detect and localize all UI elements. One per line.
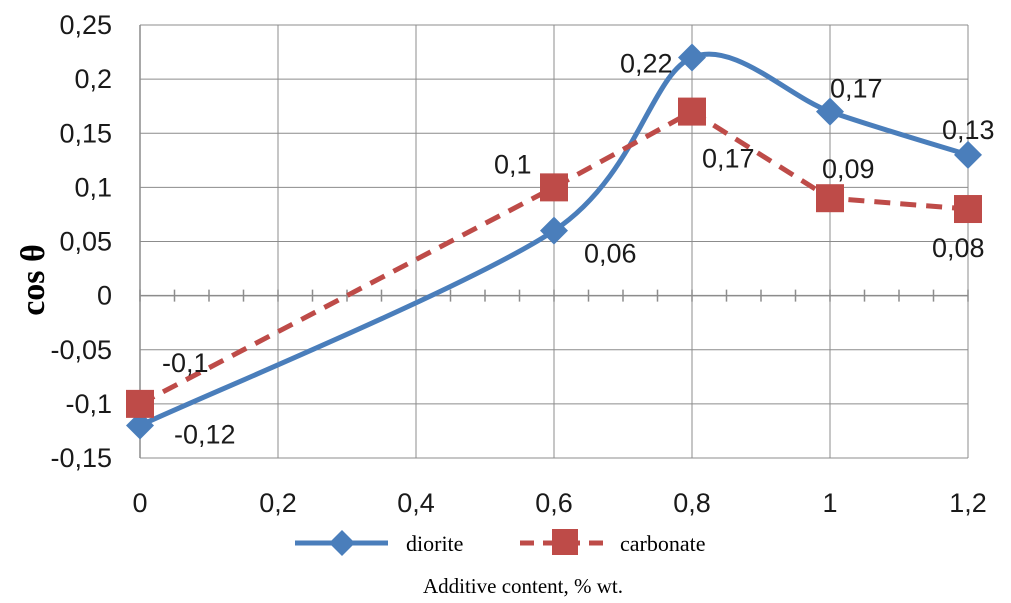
y-tick-label: 0,1 xyxy=(74,172,112,202)
y-tick-label: 0,2 xyxy=(74,64,112,94)
legend: diorite carbonate xyxy=(295,529,706,556)
y-tick-label: -0,05 xyxy=(50,335,112,365)
data-point-diorite xyxy=(126,411,154,440)
x-axis-label: Additive content, % wt. xyxy=(423,574,623,598)
legend-item-carbonate: carbonate xyxy=(520,529,706,556)
data-point-carbonate xyxy=(126,389,154,418)
data-label-diorite: 0,06 xyxy=(584,239,637,269)
data-point-carbonate xyxy=(678,97,706,126)
x-tick-label: 1,2 xyxy=(949,488,987,518)
data-label-diorite: 0,22 xyxy=(620,48,673,78)
data-point-diorite xyxy=(540,216,568,245)
data-point-diorite xyxy=(678,43,706,72)
data-point-carbonate xyxy=(816,184,844,213)
y-tick-label: -0,1 xyxy=(65,389,112,419)
legend-marker-carbonate xyxy=(552,529,578,555)
x-tick-label: 1 xyxy=(822,488,837,518)
legend-label-carbonate: carbonate xyxy=(620,531,706,556)
legend-item-diorite: diorite xyxy=(295,530,463,556)
data-point-diorite xyxy=(816,97,844,126)
data-point-carbonate xyxy=(540,173,568,202)
x-tick-label: 0,8 xyxy=(673,488,711,518)
series-line-diorite xyxy=(138,51,969,428)
data-label-carbonate: 0,1 xyxy=(494,149,532,179)
data-label-carbonate: 0,17 xyxy=(702,144,755,174)
data-label-diorite: 0,17 xyxy=(830,74,883,104)
data-label-carbonate: -0,1 xyxy=(162,348,209,378)
data-point-carbonate xyxy=(954,195,982,224)
x-tick-label: 0,2 xyxy=(259,488,297,518)
series-layer xyxy=(126,43,982,440)
x-tick-label: 0,4 xyxy=(397,488,435,518)
data-point-diorite xyxy=(954,140,982,169)
data-label-diorite: 0,13 xyxy=(942,115,995,145)
data-label-diorite: -0,12 xyxy=(174,420,236,450)
axis-layer: 0,25 0,2 0,15 0,1 0,05 0 -0,05 -0,1 -0,15 0 0,2 0,4… xyxy=(50,10,986,518)
series-carbonate xyxy=(126,97,982,418)
y-tick-label: -0,15 xyxy=(50,443,112,473)
y-axis-label: cos θ xyxy=(15,244,52,316)
series-diorite xyxy=(126,43,982,440)
y-tick-label: 0,25 xyxy=(59,10,112,40)
data-label-carbonate: 0,09 xyxy=(822,154,875,184)
y-tick-label: 0,05 xyxy=(59,227,112,257)
y-tick-label: 0 xyxy=(97,281,112,311)
x-tick-label: 0 xyxy=(132,488,147,518)
legend-marker-diorite xyxy=(329,530,355,556)
legend-label-diorite: diorite xyxy=(406,531,463,556)
y-tick-label: 0,15 xyxy=(59,118,112,148)
x-tick-label: 0,6 xyxy=(535,488,573,518)
data-label-carbonate: 0,08 xyxy=(932,233,985,263)
data-label-layer: -0,12 0,06 0,22 0,17 0,13 -0,1 0,1 0,17 0,09 0,08 xyxy=(162,48,995,449)
